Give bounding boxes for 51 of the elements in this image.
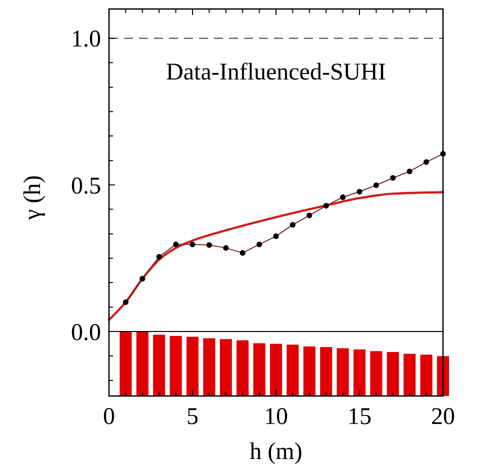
point — [390, 175, 396, 181]
x-tick-label: 20 — [431, 404, 455, 430]
bar — [170, 336, 182, 396]
bar — [353, 349, 366, 396]
bar — [404, 354, 416, 396]
bar — [120, 332, 132, 396]
point — [424, 159, 430, 165]
bar — [153, 334, 166, 396]
text: Data-Influenced-SUHI — [166, 59, 386, 86]
bar — [186, 336, 199, 396]
x-tick-label: 10 — [264, 404, 288, 430]
point — [406, 168, 412, 174]
bar — [286, 344, 299, 396]
point — [356, 188, 362, 194]
bar — [253, 343, 266, 396]
line-series — [108, 191, 444, 321]
point — [290, 222, 296, 228]
y-axis-title: γ (h) — [20, 175, 46, 221]
bar — [236, 340, 249, 396]
point — [223, 245, 229, 251]
bar — [420, 354, 432, 396]
y-tick-label: 0.5 — [71, 173, 101, 200]
x-tick-label: 5 — [186, 404, 198, 430]
y-tick-label: 0.0 — [71, 320, 101, 346]
point — [340, 194, 346, 200]
x-tick-label: 15 — [348, 404, 372, 430]
point — [206, 242, 212, 248]
bar — [136, 332, 148, 396]
x-tick-label: 0 — [103, 404, 115, 430]
point — [240, 250, 246, 256]
point — [140, 276, 146, 282]
point — [306, 212, 312, 218]
x-axis-title: h (m) — [250, 439, 302, 465]
point — [373, 182, 379, 188]
bar — [203, 338, 216, 396]
bar — [336, 348, 349, 396]
bar — [320, 347, 332, 396]
bar — [386, 352, 399, 396]
point — [256, 242, 262, 248]
point — [156, 254, 162, 260]
bar — [220, 339, 232, 396]
bar — [303, 346, 316, 396]
bar — [436, 356, 450, 396]
point — [273, 233, 279, 240]
point — [122, 299, 128, 305]
point — [173, 242, 179, 248]
point — [323, 202, 329, 209]
point — [190, 242, 196, 248]
bar — [370, 351, 382, 396]
y-tick-label: 1.0 — [71, 26, 101, 53]
bar — [270, 344, 282, 396]
